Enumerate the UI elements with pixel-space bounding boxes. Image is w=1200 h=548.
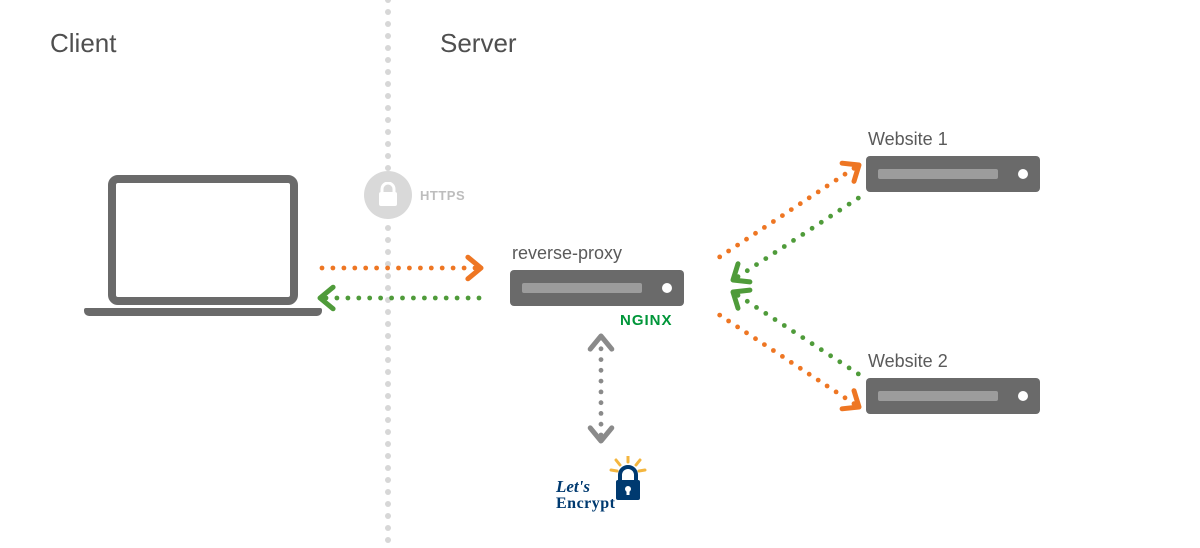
proxy-le bbox=[590, 336, 612, 441]
letsencrypt-label: Let's Encrypt bbox=[556, 478, 616, 513]
client-req bbox=[320, 257, 481, 279]
reverse-proxy-node bbox=[510, 270, 684, 306]
proxy-site1-res bbox=[733, 196, 861, 282]
website1-node bbox=[866, 156, 1040, 192]
client-res bbox=[320, 287, 481, 309]
nginx-label: NGINX bbox=[620, 312, 673, 329]
diagram-stage: Client Server HTTPS reverse-proxy NGINX … bbox=[0, 0, 1200, 548]
reverse-proxy-label: reverse-proxy bbox=[512, 243, 622, 264]
proxy-site2-res bbox=[733, 290, 861, 376]
website1-label: Website 1 bbox=[868, 129, 948, 150]
website2-label: Website 2 bbox=[868, 351, 948, 372]
website2-node bbox=[866, 378, 1040, 414]
